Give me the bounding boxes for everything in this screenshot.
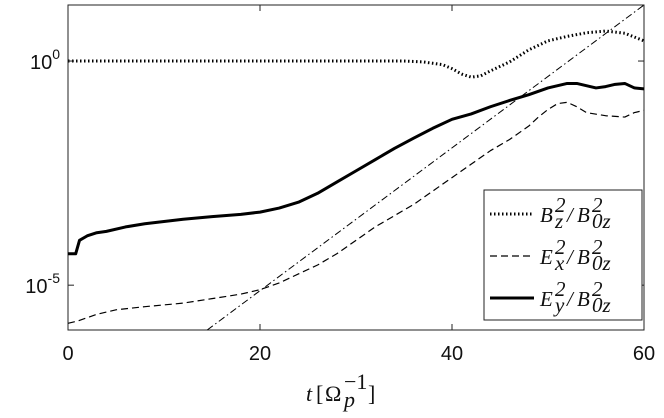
legend-label-part: 2 — [555, 235, 566, 259]
x-axis-label-part: Ω — [325, 381, 341, 406]
legend-label-part: B — [577, 287, 590, 311]
legend-label-part: 2 — [592, 193, 603, 217]
legend-label-part: / — [566, 287, 575, 311]
series-line-dotted — [68, 29, 645, 79]
legend-label-part: y — [553, 293, 565, 317]
legend-label-part: 0z — [592, 293, 611, 317]
x-axis-label-part: [ — [316, 381, 323, 406]
x-tick-label: 40 — [441, 343, 463, 365]
legend-label-part: B — [577, 203, 590, 227]
x-tick-label: 20 — [249, 343, 271, 365]
series-line-dashed — [67, 101, 645, 324]
legend-label-part: E — [539, 287, 553, 311]
y-tick-label: 100 — [30, 46, 60, 74]
x-axis-label: t[Ω −1p] — [306, 369, 375, 412]
y-tick-label: 10-5 — [25, 270, 60, 298]
legend-label-part: 0z — [592, 251, 611, 275]
legend-label-part: 2 — [592, 235, 603, 259]
x-axis-label-part: p — [342, 387, 355, 412]
legend-label-part: / — [566, 203, 575, 227]
series-layer — [67, 4, 645, 331]
x-axis-label-part: ] — [368, 381, 375, 406]
legend-label-part: 2 — [555, 193, 566, 217]
x-tick-label: 0 — [62, 343, 73, 365]
series-line-dashdot — [206, 4, 645, 331]
legend-label-part: E — [539, 245, 553, 269]
legend-label-part: 2 — [555, 277, 566, 301]
legend-label-part: / — [566, 245, 575, 269]
legend-label-part: 2 — [592, 277, 603, 301]
legend-label-part: x — [554, 251, 565, 275]
ticks-layer: 0 20 40 60 100 10-5 — [25, 5, 655, 365]
x-axis-label-part: −1 — [344, 369, 367, 394]
legend-label-part: z — [554, 209, 563, 233]
series-line-solid — [68, 81, 645, 256]
legend-label-part: B — [577, 245, 590, 269]
legend-label-part: 0z — [592, 209, 611, 233]
legend-label-part: B — [540, 203, 553, 227]
x-tick-label: 60 — [633, 343, 655, 365]
x-axis-label-part: t — [306, 381, 313, 406]
